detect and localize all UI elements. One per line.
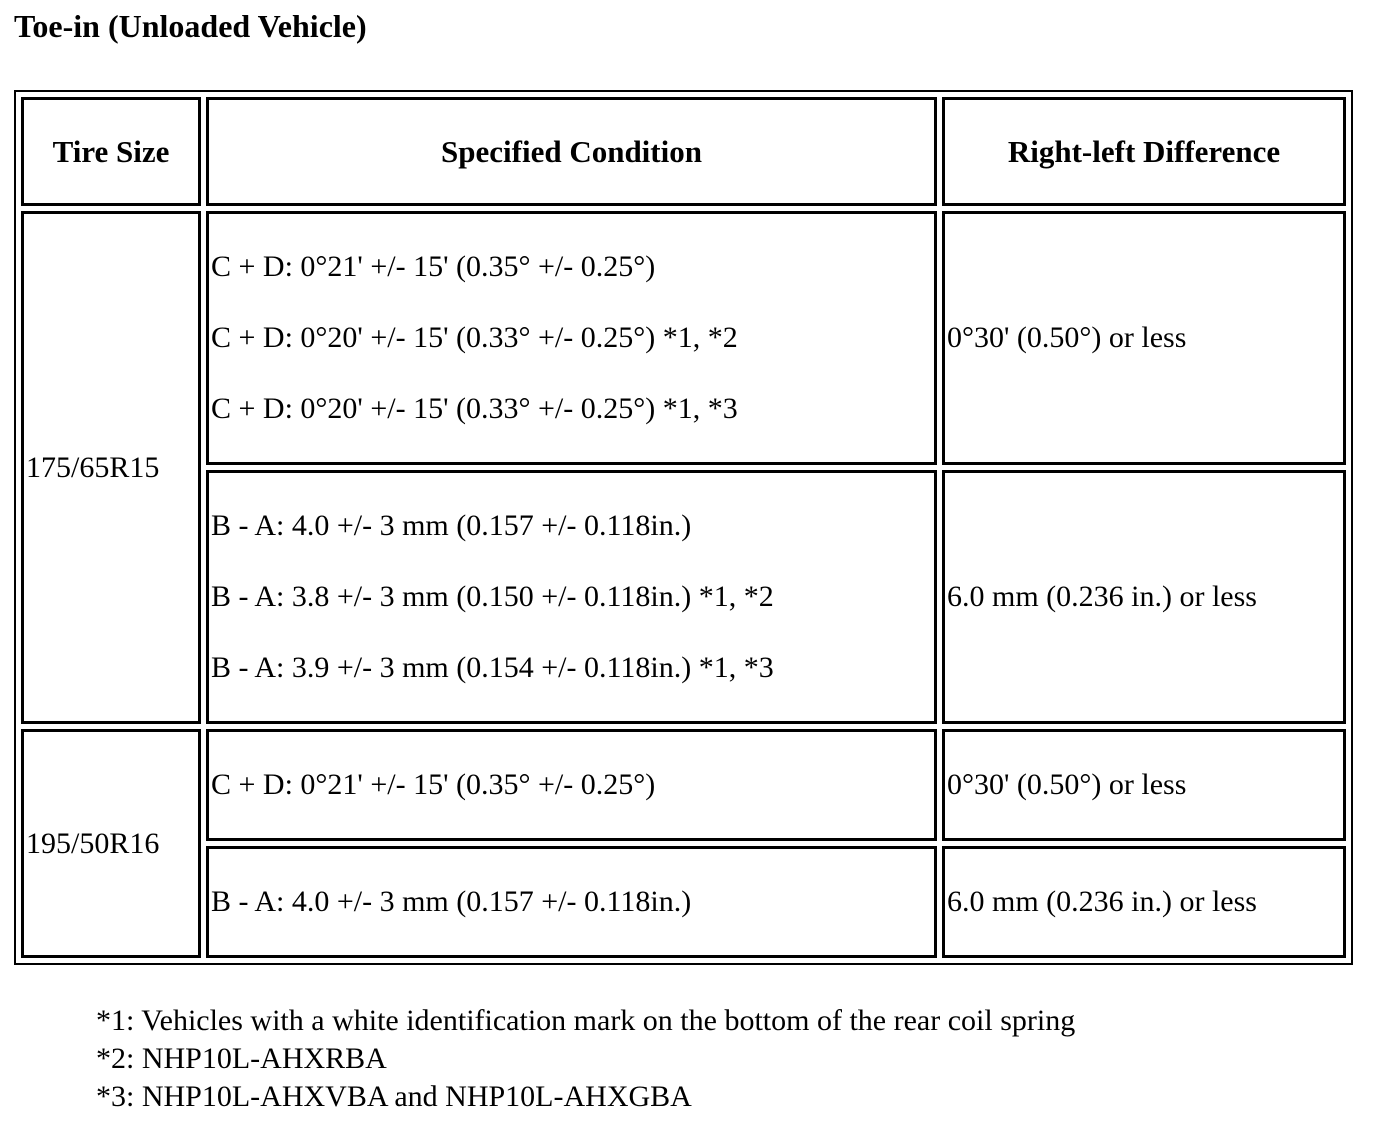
condition-line: C + D: 0°20' +/- 15' (0.33° +/- 0.25°) *… (211, 321, 738, 354)
difference-value: 0°30' (0.50°) or less (947, 768, 1187, 801)
footnote-2: *2: NHP10L-AHXRBA (96, 1042, 387, 1075)
condition-line: C + D: 0°21' +/- 15' (0.35° +/- 0.25°) (211, 768, 656, 801)
condition-line: B - A: 3.9 +/- 3 mm (0.154 +/- 0.118in.)… (211, 651, 774, 684)
footnote-1: *1: Vehicles with a white identification… (96, 1004, 1076, 1037)
tire-size-value: 175/65R15 (26, 450, 160, 484)
specified-condition-cell: B - A: 4.0 +/- 3 mm (0.157 +/- 0.118in.)… (206, 470, 937, 724)
difference-value: 0°30' (0.50°) or less (947, 321, 1187, 354)
condition-line: B - A: 3.8 +/- 3 mm (0.150 +/- 0.118in.)… (211, 580, 774, 613)
condition-line: C + D: 0°20' +/- 15' (0.33° +/- 0.25°) *… (211, 392, 738, 425)
table-row-195-50r16-angle: 195/50R16 C + D: 0°21' +/- 15' (0.35° +/… (21, 729, 1346, 958)
difference-value: 6.0 mm (0.236 in.) or less (947, 885, 1257, 918)
difference-cell: 0°30' (0.50°) or less (942, 729, 1346, 841)
condition-line: B - A: 4.0 +/- 3 mm (0.157 +/- 0.118in.) (211, 509, 692, 542)
footnotes: *1: Vehicles with a white identification… (96, 1002, 1392, 1116)
col-header-tire-size: Tire Size (21, 97, 201, 206)
condition-line: B - A: 4.0 +/- 3 mm (0.157 +/- 0.118in.) (211, 885, 692, 918)
table-row-195-50r16-length: B - A: 4.0 +/- 3 mm (0.157 +/- 0.118in.)… (21, 846, 1346, 958)
difference-cell: 6.0 mm (0.236 in.) or less (942, 470, 1346, 724)
tire-size-cell-175-65r15: 175/65R15 (21, 211, 201, 724)
tire-size-cell-195-50r16: 195/50R16 (21, 729, 201, 958)
tire-size-value: 195/50R16 (26, 826, 160, 860)
specified-condition-cell: C + D: 0°21' +/- 15' (0.35° +/- 0.25°) (206, 729, 937, 841)
col-header-specified-condition: Specified Condition (206, 97, 937, 206)
toe-in-spec-table: Tire Size Specified Condition Right-left… (14, 90, 1353, 965)
page-title: Toe-in (Unloaded Vehicle) (14, 8, 367, 44)
table-row-175-65r15-angle: 175/65R15 C + D: 0°21' +/- 15' (0.35° +/… (21, 211, 1346, 724)
col-header-right-left-difference: Right-left Difference (942, 97, 1346, 206)
specified-condition-cell: B - A: 4.0 +/- 3 mm (0.157 +/- 0.118in.) (206, 846, 937, 958)
specified-condition-cell: C + D: 0°21' +/- 15' (0.35° +/- 0.25°) C… (206, 211, 937, 465)
footnote-3: *3: NHP10L-AHXVBA and NHP10L-AHXGBA (96, 1080, 692, 1113)
difference-value: 6.0 mm (0.236 in.) or less (947, 580, 1257, 613)
difference-cell: 6.0 mm (0.236 in.) or less (942, 846, 1346, 958)
table-row-175-65r15-length: B - A: 4.0 +/- 3 mm (0.157 +/- 0.118in.)… (21, 470, 1346, 724)
difference-cell: 0°30' (0.50°) or less (942, 211, 1346, 465)
table-header-row: Tire Size Specified Condition Right-left… (21, 97, 1346, 206)
condition-line: C + D: 0°21' +/- 15' (0.35° +/- 0.25°) (211, 250, 656, 283)
